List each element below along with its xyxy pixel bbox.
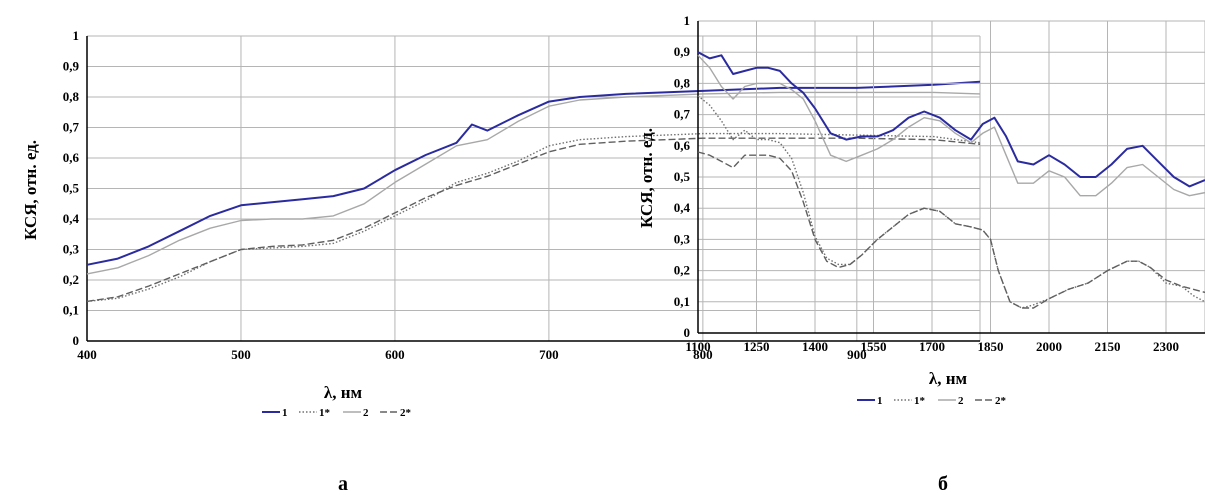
chart-b-series-2star-line (697, 151, 1205, 309)
chart-b-ytick-label: 0,6 (674, 138, 691, 153)
chart-a-legend-label: 2 (363, 407, 369, 419)
chart-a-series-1-line (86, 80, 981, 266)
chart-a-series-2-line (86, 91, 981, 275)
chart-b-xtick-label: 1550 (861, 339, 887, 354)
chart-a-ytick-label: 0,6 (63, 150, 80, 165)
chart-a-xtick-label: 600 (385, 347, 405, 362)
chart-b-ytick-label: 0,1 (674, 294, 690, 309)
chart-a-grid (86, 35, 981, 342)
chart-a-xtick-label: 800 (693, 347, 713, 362)
chart-b-ytick-label: 0,8 (674, 75, 691, 90)
chart-b-xtick-label: 1850 (978, 339, 1004, 354)
chart-a-xtick-label: 500 (231, 347, 251, 362)
chart-b-ytick-label: 0,9 (674, 44, 691, 59)
chart-a-ytick-label: 0,4 (63, 211, 80, 226)
chart-b-ytick-label: 0,5 (674, 169, 691, 184)
chart-a-ytick-label: 0,8 (63, 89, 80, 104)
chart-b-legend-label: 2 (958, 395, 964, 407)
chart-b-series-1-line (697, 51, 1205, 188)
chart-a-series-2star-line (86, 137, 981, 303)
chart-a-legend: 1 1* 2 2* (262, 407, 412, 419)
chart-b-series-1star-line (697, 95, 1205, 309)
chart-b-ytick-label: 0,3 (674, 231, 691, 246)
panel-label-a: а (338, 473, 348, 495)
chart-b-xtick-label: 1400 (802, 339, 828, 354)
chart-b-xtick-label: 2300 (1153, 339, 1179, 354)
chart-a-xtick-label: 700 (539, 347, 559, 362)
chart-a-ytick-label: 0,3 (63, 242, 80, 257)
chart-b-grid (697, 20, 1205, 334)
chart-a-ytick-label: 1 (73, 28, 80, 43)
chart-b-legend-label: 2* (995, 395, 1007, 407)
chart-b-series-2-line (697, 54, 1205, 197)
panel-label-b: б (938, 473, 948, 495)
chart-b: 0 0,1 0,2 0,3 0,4 0,5 0,6 0,7 0,8 0,9 1 1100 1250 140… (637, 13, 1205, 407)
chart-a-legend-label: 1* (319, 407, 331, 419)
chart-b-xlabel: λ, нм (929, 369, 968, 388)
chart-b-xtick-label: 2150 (1095, 339, 1121, 354)
chart-b-ytick-label: 1 (684, 13, 691, 28)
chart-b-legend-label: 1 (877, 395, 883, 407)
chart-a-ytick-label: 0,1 (63, 303, 79, 318)
chart-a-ytick-label: 0 (73, 333, 80, 348)
chart-a-xtick-label: 400 (77, 347, 97, 362)
chart-a-legend-label: 1 (282, 407, 288, 419)
chart-b-xtick-label: 1250 (744, 339, 770, 354)
chart-a-ytick-label: 0,7 (63, 120, 80, 135)
chart-b-ytick-label: 0,7 (674, 107, 691, 122)
chart-b-xtick-label: 1700 (919, 339, 945, 354)
chart-a-ylabel: КСЯ, отн. ед. (21, 140, 40, 240)
chart-b-legend: 1 1* 2 2* (857, 395, 1007, 407)
chart-b-ytick-label: 0,2 (674, 263, 690, 278)
chart-a-series-1star-line (86, 132, 981, 303)
chart-b-xtick-label: 2000 (1036, 339, 1062, 354)
chart-b-ticks: 0 0,1 0,2 0,3 0,4 0,5 0,6 0,7 0,8 0,9 1 1100 1250 140… (674, 13, 1179, 354)
chart-b-series (697, 51, 1205, 309)
chart-a-ytick-label: 0,2 (63, 272, 79, 287)
chart-a-legend-label: 2* (400, 407, 412, 419)
chart-b-ytick-label: 0 (684, 325, 691, 340)
chart-a-xlabel: λ, нм (324, 383, 363, 402)
chart-b-ylabel: КСЯ, отн. ед. (637, 128, 656, 228)
chart-a-xtick-label: 900 (847, 347, 867, 362)
chart-b-xtick-label: 1100 (685, 339, 710, 354)
chart-b-legend-label: 1* (914, 395, 926, 407)
chart-a-ytick-label: 0,5 (63, 181, 80, 196)
chart-b-ytick-label: 0,4 (674, 200, 691, 215)
chart-a-ytick-label: 0,9 (63, 59, 80, 74)
